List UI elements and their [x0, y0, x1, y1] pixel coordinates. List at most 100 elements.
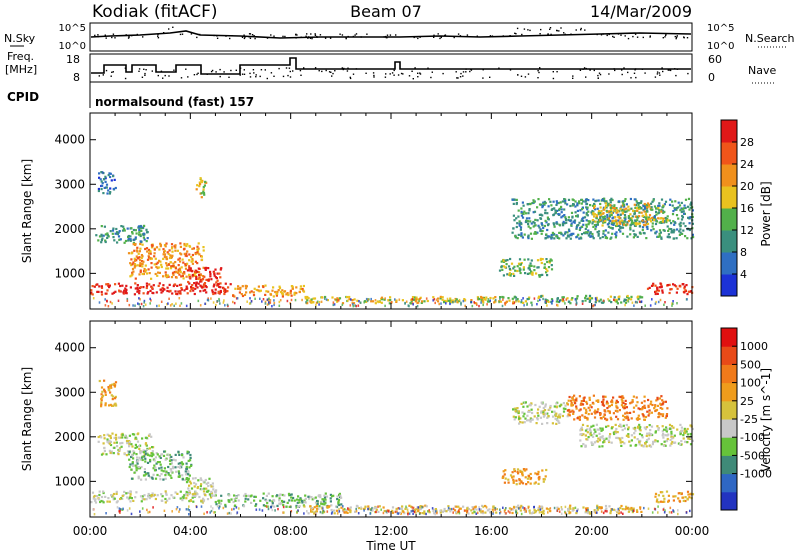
noise-dot: [529, 29, 531, 32]
data-cell: [180, 288, 183, 291]
data-cell: [555, 406, 558, 409]
data-cell: [534, 511, 537, 514]
data-cell: [129, 286, 132, 289]
data-cell: [675, 285, 678, 288]
data-cell: [391, 509, 394, 512]
data-cell: [224, 503, 227, 506]
data-cell: [98, 285, 101, 288]
data-cell: [644, 204, 647, 207]
data-cell: [678, 204, 682, 207]
data-cell: [612, 219, 616, 222]
data-cell: [365, 297, 368, 301]
data-cell: [199, 304, 202, 307]
data-cell: [543, 266, 546, 269]
nave-dot: [659, 74, 661, 76]
data-cell: [136, 459, 140, 462]
nave-dot: [141, 76, 144, 78]
data-cell: [506, 273, 509, 276]
data-cell: [188, 282, 191, 285]
data-cell: [188, 253, 191, 256]
data-cell: [184, 263, 187, 266]
data-cell: [640, 211, 643, 214]
data-cell: [688, 228, 691, 232]
data-cell: [352, 305, 355, 308]
data-cell: [639, 429, 642, 432]
data-cell: [145, 228, 148, 231]
nave-dot: [255, 74, 257, 76]
data-cell: [545, 233, 548, 236]
data-cell: [150, 495, 153, 498]
data-cell: [598, 439, 602, 442]
power-x-ticks: [89, 113, 693, 309]
noise-dot: [413, 36, 415, 39]
data-cell: [304, 297, 307, 300]
nave-dot: [112, 71, 114, 73]
power-colorbar-label: Power [dB]: [759, 181, 773, 246]
data-cell: [200, 179, 203, 182]
data-cell: [629, 213, 632, 216]
data-cell: [650, 206, 653, 209]
data-cell: [593, 224, 597, 227]
data-cell: [338, 508, 340, 511]
data-cell: [576, 203, 579, 206]
data-cell: [581, 403, 585, 406]
data-cell: [134, 282, 137, 285]
data-cell: [669, 438, 672, 441]
data-cell: [618, 425, 621, 428]
data-cell: [571, 409, 574, 412]
data-cell: [507, 478, 510, 481]
data-cell: [689, 443, 693, 446]
data-cell: [630, 434, 633, 437]
data-cell: [146, 258, 150, 261]
data-cell: [163, 467, 166, 470]
data-cell: [532, 211, 535, 214]
data-cell: [346, 299, 349, 302]
data-cell: [200, 196, 203, 199]
noise-dot: [104, 34, 106, 36]
data-cell: [582, 433, 585, 436]
data-cell: [505, 507, 507, 510]
noise-dot: [386, 34, 389, 36]
data-cell: [115, 436, 118, 439]
data-cell: [101, 394, 105, 397]
data-cell: [645, 217, 648, 220]
nave-dot: [520, 75, 523, 77]
data-cell: [662, 211, 665, 214]
data-cell: [165, 264, 169, 267]
data-cell: [371, 506, 373, 510]
data-cell: [460, 301, 462, 305]
data-cell: [594, 297, 597, 300]
data-cell: [140, 254, 143, 257]
data-cell: [550, 264, 553, 267]
data-cell: [690, 201, 693, 204]
data-cell: [502, 506, 504, 509]
noise-dot: [440, 36, 442, 39]
data-cell: [241, 285, 244, 288]
data-cell: [657, 428, 660, 432]
noise-dot: [157, 33, 159, 36]
data-cell: [664, 444, 667, 447]
data-cell: [576, 417, 579, 420]
nave-dot: [241, 73, 244, 75]
data-cell: [119, 511, 121, 514]
x-axis-label: Time UT: [365, 539, 416, 553]
data-cell: [107, 386, 110, 389]
scatter-region: [498, 257, 554, 278]
data-cell: [562, 298, 565, 301]
data-cell: [575, 407, 578, 410]
data-cell: [247, 498, 250, 501]
data-cell: [648, 444, 651, 447]
data-cell: [613, 298, 615, 301]
data-cell: [339, 494, 342, 497]
nave-dot: [397, 74, 400, 76]
data-cell: [580, 426, 583, 429]
data-cell: [104, 404, 107, 407]
data-cell: [532, 220, 535, 224]
data-cell: [567, 228, 571, 231]
data-cell: [458, 507, 461, 510]
data-cell: [569, 504, 572, 507]
data-cell: [664, 200, 668, 203]
data-cell: [537, 295, 541, 298]
noise-right-tick-bottom: 10^0: [707, 41, 734, 52]
data-cell: [485, 296, 488, 299]
